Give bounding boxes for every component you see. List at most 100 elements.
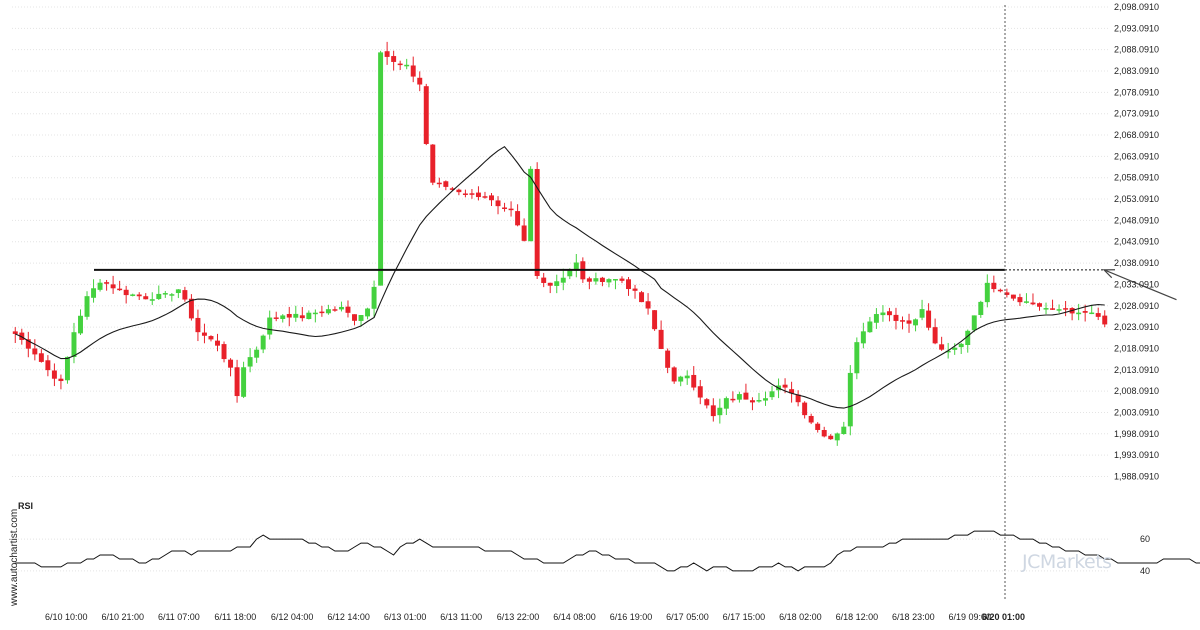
candle-body (365, 308, 371, 317)
time-tick-label: 6/17 15:00 (723, 612, 766, 622)
candle-body (215, 340, 220, 346)
price-tick-label: 2,053.0910 (1114, 194, 1159, 204)
candle-body (469, 193, 475, 195)
candle-body (769, 391, 775, 398)
price-tick-label: 2,013.0910 (1114, 365, 1159, 375)
price-tick-label: 2,093.0910 (1114, 23, 1159, 33)
candle-body (515, 211, 521, 226)
candle-body (710, 405, 716, 417)
time-tick-label: 6/11 18:00 (214, 612, 256, 622)
time-tick-label: 6/13 22:00 (497, 612, 540, 622)
candle-body (378, 52, 384, 286)
candle-body (12, 331, 18, 334)
candle-body (384, 51, 390, 57)
trend-arrow-head (1102, 269, 1116, 279)
candle-body (273, 317, 279, 319)
candle-body (502, 207, 508, 209)
time-tick-label: 6/10 21:00 (101, 612, 144, 622)
candle-body (182, 290, 188, 300)
candle-body (1082, 311, 1088, 313)
candle-body (547, 282, 553, 286)
candle-body (332, 309, 338, 311)
candle-body (391, 56, 397, 62)
candle-body (156, 293, 162, 300)
candle-body (495, 200, 501, 207)
candle-body (567, 270, 573, 277)
candle-body (997, 289, 1003, 292)
price-tick-label: 2,038.0910 (1114, 258, 1159, 268)
candle-body (652, 310, 658, 330)
candle-body (593, 278, 599, 282)
chart-overlay (15, 5, 1177, 600)
time-axis: 6/10 10:00 6/10 21:00 6/11 07:00 6/11 18:00… (45, 612, 1025, 622)
candle-body (1017, 297, 1023, 303)
candle-body (508, 208, 514, 211)
candles (12, 41, 1108, 446)
source-watermark: www.autochartist.com (9, 508, 20, 606)
candle-body (1010, 294, 1016, 299)
candle-body (208, 336, 214, 340)
candle-body (306, 312, 312, 320)
price-tick-label: 2,043.0910 (1114, 237, 1159, 247)
price-tick-label: 2,098.0910 (1114, 2, 1159, 12)
time-tick-label: 6/18 23:00 (892, 612, 935, 622)
candle-body (828, 435, 834, 440)
candle-body (449, 188, 455, 190)
price-tick-label: 2,073.0910 (1114, 109, 1159, 119)
candle-body (25, 339, 31, 349)
candle-body (267, 317, 273, 335)
candle-body (958, 343, 964, 348)
time-tick-label: 6/13 11:00 (440, 612, 482, 622)
candle-body (678, 376, 684, 382)
candle-body (684, 375, 690, 379)
candle-body (64, 356, 70, 381)
trend-arrow-line (1103, 269, 1177, 301)
candle-body (919, 309, 925, 318)
candle-body (671, 367, 677, 382)
candle-body (886, 311, 892, 316)
candle-body (860, 331, 866, 344)
candle-body (606, 279, 612, 283)
candle-body (749, 400, 755, 403)
candle-body (854, 342, 860, 374)
candle-body (1023, 301, 1029, 303)
candle-body (1063, 308, 1069, 310)
price-tick-label: 2,023.0910 (1114, 322, 1159, 332)
candle-body (1102, 315, 1108, 325)
candle-body (358, 315, 364, 321)
candle-body (573, 262, 579, 271)
candle-body (117, 288, 123, 291)
price-tick-label: 2,078.0910 (1114, 87, 1159, 97)
candle-body (345, 306, 351, 313)
candle-body (293, 313, 299, 318)
candle-body (913, 319, 919, 326)
candle-body (723, 398, 729, 409)
candle-body (554, 281, 560, 286)
candle-body (482, 196, 488, 198)
candle-body (241, 367, 247, 397)
candle-body (867, 321, 873, 333)
candle-body (404, 64, 410, 67)
candle-body (880, 312, 886, 316)
candle-body (397, 63, 403, 66)
candle-body (489, 195, 494, 201)
time-tick-label: 6/16 19:00 (610, 612, 653, 622)
candle-body (795, 394, 801, 403)
candle-body (78, 315, 83, 334)
candle-body (926, 310, 932, 328)
candle-body (410, 65, 416, 77)
candle-body (45, 360, 51, 371)
candle-body (436, 182, 442, 185)
candle-body (84, 296, 90, 317)
candle-body (756, 400, 762, 402)
candle-body (1037, 303, 1042, 307)
candle-body (984, 282, 990, 303)
candle-body (802, 402, 808, 416)
candle-body (280, 315, 286, 319)
time-tick-label: 6/11 07:00 (158, 612, 200, 622)
candle-body (352, 314, 357, 321)
candle-body (1089, 312, 1095, 315)
candle-body (51, 370, 57, 379)
candle-body (789, 389, 795, 394)
